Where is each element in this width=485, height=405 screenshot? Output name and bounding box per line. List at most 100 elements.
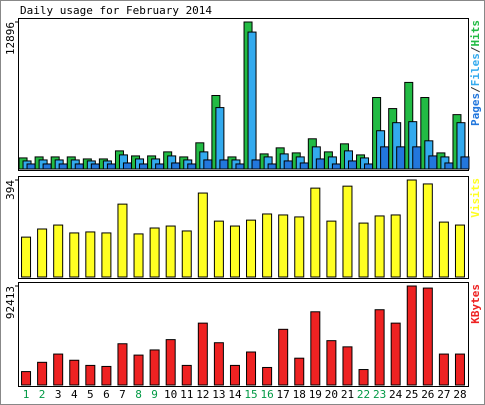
x-tick-label: 19 <box>309 388 322 401</box>
bar <box>454 224 465 278</box>
bar <box>347 160 357 170</box>
x-tick-label: 10 <box>164 388 177 401</box>
bar <box>390 322 401 386</box>
bar <box>342 346 353 386</box>
legend-entry: KBytes <box>469 284 482 324</box>
x-tick-label: 25 <box>405 388 418 401</box>
bar <box>187 163 197 170</box>
panel-frame <box>18 282 469 387</box>
bar <box>149 227 160 278</box>
bar <box>181 230 192 278</box>
x-tick-label: 27 <box>437 388 450 401</box>
x-tick-label: 15 <box>244 388 257 401</box>
bar <box>326 340 337 386</box>
bar <box>219 159 229 170</box>
bar <box>278 328 289 386</box>
x-tick-label: 28 <box>453 388 466 401</box>
bar <box>213 220 224 278</box>
bar <box>90 163 100 170</box>
x-tick-label: 23 <box>373 388 386 401</box>
legend: KBytes <box>469 284 482 324</box>
bar <box>101 365 112 386</box>
bar <box>454 353 465 386</box>
bar <box>74 163 84 170</box>
bar <box>310 311 321 386</box>
y-tick-label: 12896 <box>4 22 17 55</box>
x-tick-label: 3 <box>55 388 62 401</box>
bar <box>444 162 454 170</box>
bar <box>358 369 369 386</box>
bar <box>58 163 68 170</box>
bar <box>310 187 321 278</box>
bar <box>197 192 208 278</box>
x-tick-label: 7 <box>119 388 126 401</box>
bar <box>235 163 245 170</box>
bar <box>278 214 289 278</box>
bar <box>69 232 80 278</box>
bar <box>85 231 96 278</box>
x-tick-label: 16 <box>260 388 273 401</box>
bar <box>267 163 277 170</box>
x-tick-label: 13 <box>212 388 225 401</box>
legend-separator: / <box>469 46 482 53</box>
bar <box>85 364 96 386</box>
bar <box>406 285 417 386</box>
bar <box>247 31 257 170</box>
x-tick-label: 4 <box>71 388 78 401</box>
bar <box>374 215 385 278</box>
x-tick-label: 26 <box>421 388 434 401</box>
bar <box>422 287 433 386</box>
bar <box>331 163 341 170</box>
bar <box>117 343 128 386</box>
bar <box>197 322 208 386</box>
bar <box>37 361 48 386</box>
x-tick-label: 9 <box>151 388 158 401</box>
x-tick-label: 18 <box>293 388 306 401</box>
x-tick-label: 20 <box>325 388 338 401</box>
bar <box>438 353 449 386</box>
bar <box>133 354 144 386</box>
bar <box>69 359 80 386</box>
bar <box>326 220 337 278</box>
bar <box>203 159 213 170</box>
bar <box>262 213 273 278</box>
x-tick-label: 14 <box>228 388 242 401</box>
x-tick-label: 21 <box>341 388 354 401</box>
x-tick-label: 2 <box>39 388 46 401</box>
bar <box>37 228 48 278</box>
bar <box>380 146 390 170</box>
bar <box>374 309 385 386</box>
y-tick-label: 394 <box>4 180 17 200</box>
bar <box>412 146 422 170</box>
bar <box>213 342 224 386</box>
x-tick-label: 17 <box>277 388 290 401</box>
legend-entry: Hits <box>469 20 482 47</box>
bar <box>438 221 449 278</box>
bar <box>251 159 261 170</box>
bar <box>21 236 32 278</box>
bar <box>358 222 369 278</box>
bar <box>246 351 257 386</box>
bar <box>53 224 64 278</box>
legend-entry: Pages <box>469 93 482 126</box>
legend: Visits <box>469 178 482 218</box>
x-tick-label: 1 <box>23 388 30 401</box>
y-tick-label: 92413 <box>4 286 17 319</box>
bar <box>246 219 257 278</box>
x-tick-label: 8 <box>135 388 142 401</box>
bar <box>229 225 240 278</box>
bar <box>396 146 406 170</box>
bar <box>299 162 309 170</box>
bar <box>428 155 438 170</box>
chart-title: Daily usage for February 2014 <box>20 4 212 17</box>
bar <box>390 214 401 278</box>
bar <box>165 225 176 278</box>
bar <box>294 216 305 278</box>
x-tick-label: 22 <box>357 388 370 401</box>
bar <box>155 163 165 170</box>
bar <box>122 162 132 170</box>
panel-frame <box>18 18 469 171</box>
bar <box>26 163 36 170</box>
x-tick-label: 24 <box>389 388 403 401</box>
bar <box>315 158 325 170</box>
